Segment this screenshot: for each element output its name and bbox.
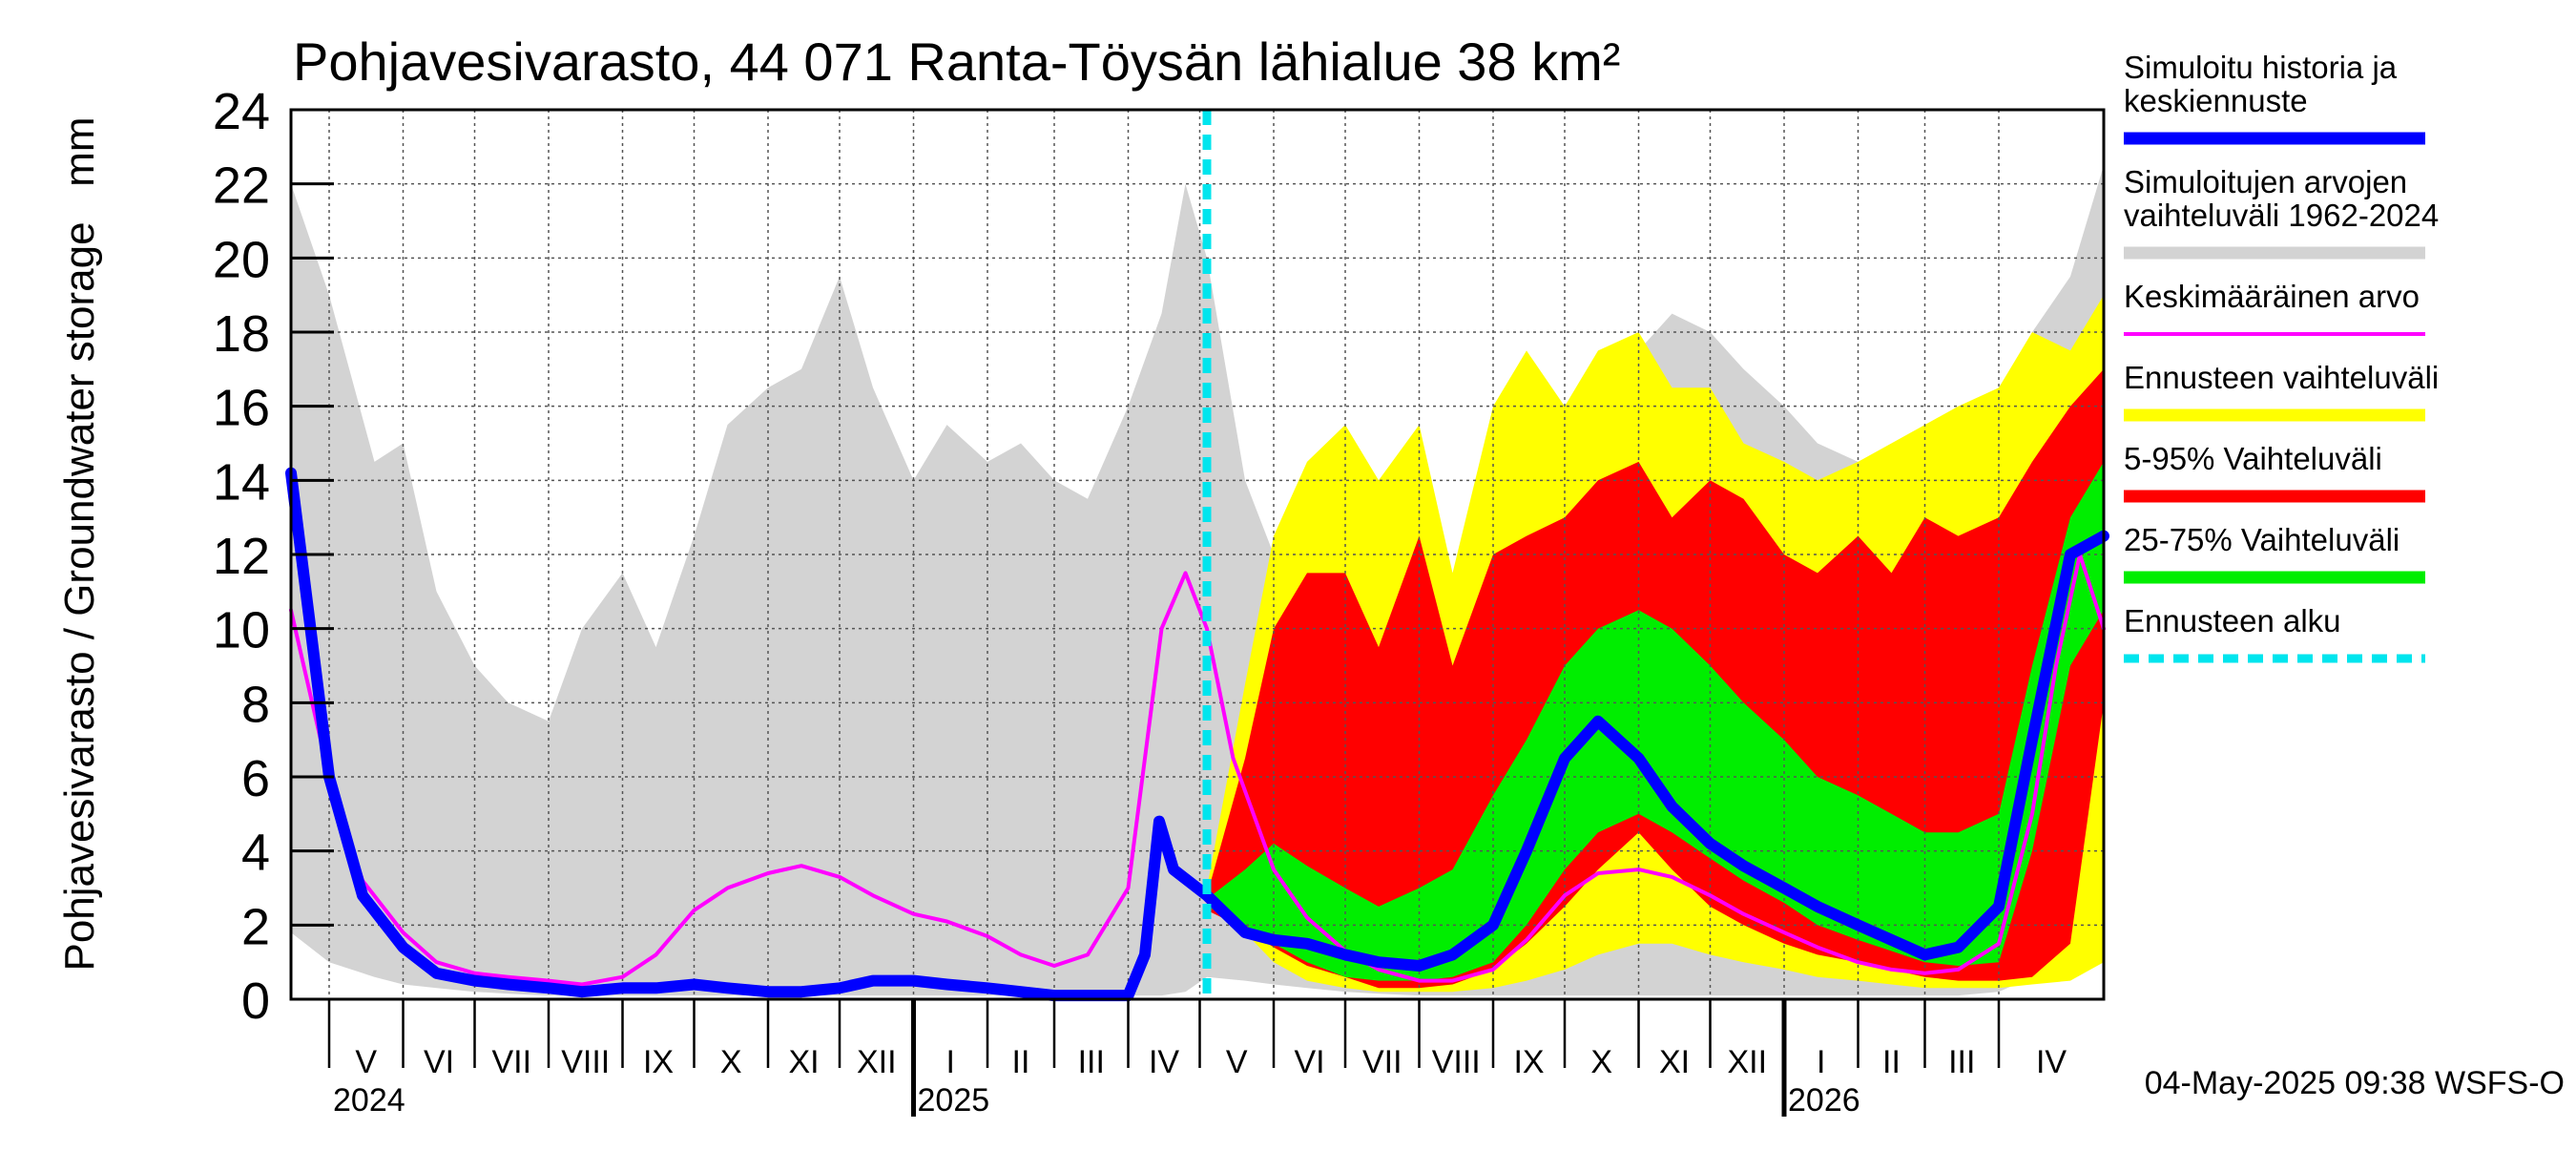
timestamp-footer: 04-May-2025 09:38 WSFS-O	[2145, 1065, 2565, 1101]
x-tick-label-month: II	[1882, 1044, 1901, 1080]
y-tick-label: 14	[213, 453, 270, 511]
x-tick-label-month: III	[1078, 1044, 1105, 1080]
x-tick-label-month: VIII	[1432, 1044, 1481, 1080]
bands-layer	[291, 165, 2104, 996]
y-tick-label: 0	[241, 972, 270, 1030]
x-tick-label-month: XI	[1659, 1044, 1690, 1080]
x-tick-label-month: V	[355, 1044, 377, 1080]
legend-label: vaihteluväli 1962-2024	[2124, 198, 2439, 233]
y-tick-label: 18	[213, 305, 270, 363]
x-tick-label-month: I	[946, 1044, 955, 1080]
x-tick-label-month: VII	[1362, 1044, 1402, 1080]
y-axis-label: Pohjavesivarasto / Groundwater storage m…	[56, 116, 103, 971]
x-tick-label-month: VI	[424, 1044, 454, 1080]
x-tick-label-month: IV	[2036, 1044, 2067, 1080]
x-tick-label-month: I	[1817, 1044, 1825, 1080]
band-25-75-vaihteluv-li	[1207, 461, 2104, 981]
lines-layer	[285, 110, 2109, 1002]
grid-layer	[291, 110, 2104, 999]
series-line-simulated-forecast	[285, 467, 2109, 1002]
legend-label: 25-75% Vaihteluväli	[2124, 522, 2399, 557]
y-tick-label: 12	[213, 528, 270, 585]
series-line-mean	[289, 553, 2106, 987]
y-tick-label: 16	[213, 380, 270, 437]
x-tick-label-month: XII	[1727, 1044, 1767, 1080]
x-tick-label-month: IX	[1513, 1044, 1544, 1080]
x-tick-label-month: XII	[857, 1044, 897, 1080]
y-tick-label: 2	[241, 898, 270, 955]
y-tick-label: 4	[241, 825, 270, 882]
legend-label: Ennusteen alku	[2124, 603, 2341, 638]
x-tick-label-month: V	[1226, 1044, 1248, 1080]
y-tick-label: 20	[213, 231, 270, 288]
legend-label: 5-95% Vaihteluväli	[2124, 441, 2382, 476]
x-tick-label-year: 2025	[918, 1082, 990, 1119]
x-tick-label-month: IV	[1149, 1044, 1179, 1080]
legend-label: Keskimääräinen arvo	[2124, 279, 2420, 314]
legend-label: Ennusteen vaihteluväli	[2124, 360, 2439, 395]
x-tick-label-month: II	[1012, 1044, 1030, 1080]
legend-label: Simuloitujen arvojen	[2124, 164, 2407, 199]
legend-label: keskiennuste	[2124, 83, 2308, 118]
y-tick-label: 24	[213, 83, 270, 140]
y-tick-label: 6	[241, 750, 270, 807]
y-tick-label: 8	[241, 676, 270, 733]
x-tick-label-month: IX	[643, 1044, 674, 1080]
x-tick-label-month: XI	[788, 1044, 819, 1080]
x-tick-label-month: III	[1948, 1044, 1975, 1080]
x-tick-label-month: X	[720, 1044, 742, 1080]
x-tick-label-month: VI	[1294, 1044, 1324, 1080]
x-tick-label-year: 2026	[1788, 1082, 1860, 1119]
legend-label: Simuloitu historia ja	[2124, 50, 2398, 85]
x-tick-label-month: X	[1590, 1044, 1612, 1080]
y-tick-label: 22	[213, 157, 270, 215]
x-tick-label-month: VII	[491, 1044, 531, 1080]
chart-title: Pohjavesivarasto, 44 071 Ranta-Töysän lä…	[293, 31, 1620, 92]
x-tick-label-month: VIII	[561, 1044, 610, 1080]
y-tick-label: 10	[213, 602, 270, 659]
x-tick-label-year: 2024	[333, 1082, 405, 1119]
